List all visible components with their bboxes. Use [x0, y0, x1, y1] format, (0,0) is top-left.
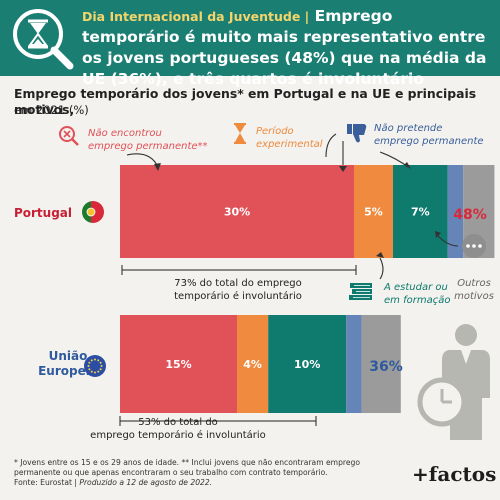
- eu-star: [97, 370, 100, 373]
- note-trial-line1: Período: [256, 125, 294, 137]
- source-date: Produzido a 12 de agosto de 2022.: [79, 478, 213, 487]
- total-eu: 36%: [369, 359, 403, 375]
- hourglass-search-icon: [13, 9, 74, 70]
- category-label-portugal: Portugal: [14, 206, 72, 220]
- eu-star: [90, 370, 93, 373]
- bar-label-0-0: 30%: [224, 206, 250, 219]
- more-dots-icon: [462, 234, 486, 258]
- bracket-portugal-line1: 73% do total do emprego: [174, 278, 302, 289]
- eu-flag-icon: [84, 355, 106, 377]
- eu-star: [97, 359, 100, 362]
- chart-subtitle-year: em 2021 (%): [14, 103, 89, 117]
- eu-star: [87, 365, 90, 367]
- note-others-line2: motivos: [454, 291, 494, 302]
- note-trial-line2: experimental: [256, 139, 323, 150]
- header-kicker: Dia Internacional da Juventude |: [82, 9, 310, 24]
- eu-star: [94, 358, 96, 361]
- bar-label-1-1: 4%: [243, 358, 262, 371]
- chart-subtitle: Emprego temporário dos jovens* em Portug…: [14, 86, 477, 117]
- bar-segment-0-3: [447, 165, 464, 258]
- bracket-portugal: [121, 265, 357, 275]
- bar-segment-1-4: [361, 315, 401, 413]
- note-studying-line2: em formação: [384, 295, 450, 306]
- note-studying-line1: A estudar ou: [383, 282, 448, 293]
- bar-label-1-0: 15%: [165, 358, 191, 371]
- eu-star: [88, 368, 91, 371]
- total-portugal: 48%: [453, 207, 487, 223]
- brand-logo: +factos: [412, 462, 497, 486]
- category-label-eu-line2: Europeia: [38, 364, 98, 378]
- portugal-flag-icon: [82, 201, 104, 223]
- note-others-line1: Outros: [457, 278, 491, 289]
- header-headline: Emprego temporário é muito mais represen…: [82, 7, 487, 88]
- bar-segment-1-1: [237, 315, 269, 413]
- bar-label-0-2: 7%: [411, 206, 430, 219]
- note-no-permanent-line2: emprego permanente**: [88, 141, 208, 152]
- bar-segment-1-0: [120, 315, 237, 413]
- no-permanent-icon: [59, 126, 79, 146]
- bar-segment-0-2: [393, 165, 448, 258]
- thumbs-down-icon: [347, 124, 367, 143]
- bracket-eu-line1: 53% do total do: [138, 417, 218, 428]
- eu-star: [90, 359, 93, 362]
- trial-hourglass-icon: [234, 123, 246, 144]
- bar-segment-0-0: [120, 165, 354, 258]
- bracket-eu-line2: emprego temporário é involuntário: [90, 429, 266, 441]
- eu-star: [100, 365, 103, 367]
- arrow-heads: [154, 162, 441, 258]
- person-clock-illustration: [417, 324, 490, 440]
- books-icon: [349, 283, 372, 300]
- bar-segment-1-3: [346, 315, 362, 413]
- note-not-wanted-line1: Não pretende: [374, 123, 442, 134]
- bar-segment-0-1: [354, 165, 393, 258]
- footnote-text: * Jovens entre os 15 e os 29 anos de ida…: [14, 458, 360, 477]
- source-prefix: Fonte: Eurostat |: [14, 478, 77, 487]
- footnote-source: Fonte: Eurostat | Produzido a 12 de agos…: [14, 478, 374, 488]
- header-title: Dia Internacional da Juventude | Emprego…: [82, 6, 494, 90]
- bracket-portugal-line2: temporário é involuntário: [174, 290, 302, 302]
- bar-label-1-2: 10%: [294, 358, 320, 371]
- note-not-wanted-line2: emprego permanente: [374, 136, 484, 147]
- eu-star: [99, 361, 102, 364]
- eu-star: [99, 368, 102, 371]
- category-label-eu-line1: União: [49, 349, 88, 363]
- bar-segment-1-2: [268, 315, 347, 413]
- eu-star: [94, 371, 96, 374]
- note-no-permanent-line1: Não encontrou: [88, 128, 162, 139]
- bracket-eu: [119, 416, 317, 426]
- header-banner: Dia Internacional da Juventude | Emprego…: [0, 0, 500, 88]
- footnote: * Jovens entre os 15 e os 29 anos de ida…: [14, 458, 374, 488]
- bar-label-0-1: 5%: [364, 206, 383, 219]
- eu-star: [88, 361, 91, 364]
